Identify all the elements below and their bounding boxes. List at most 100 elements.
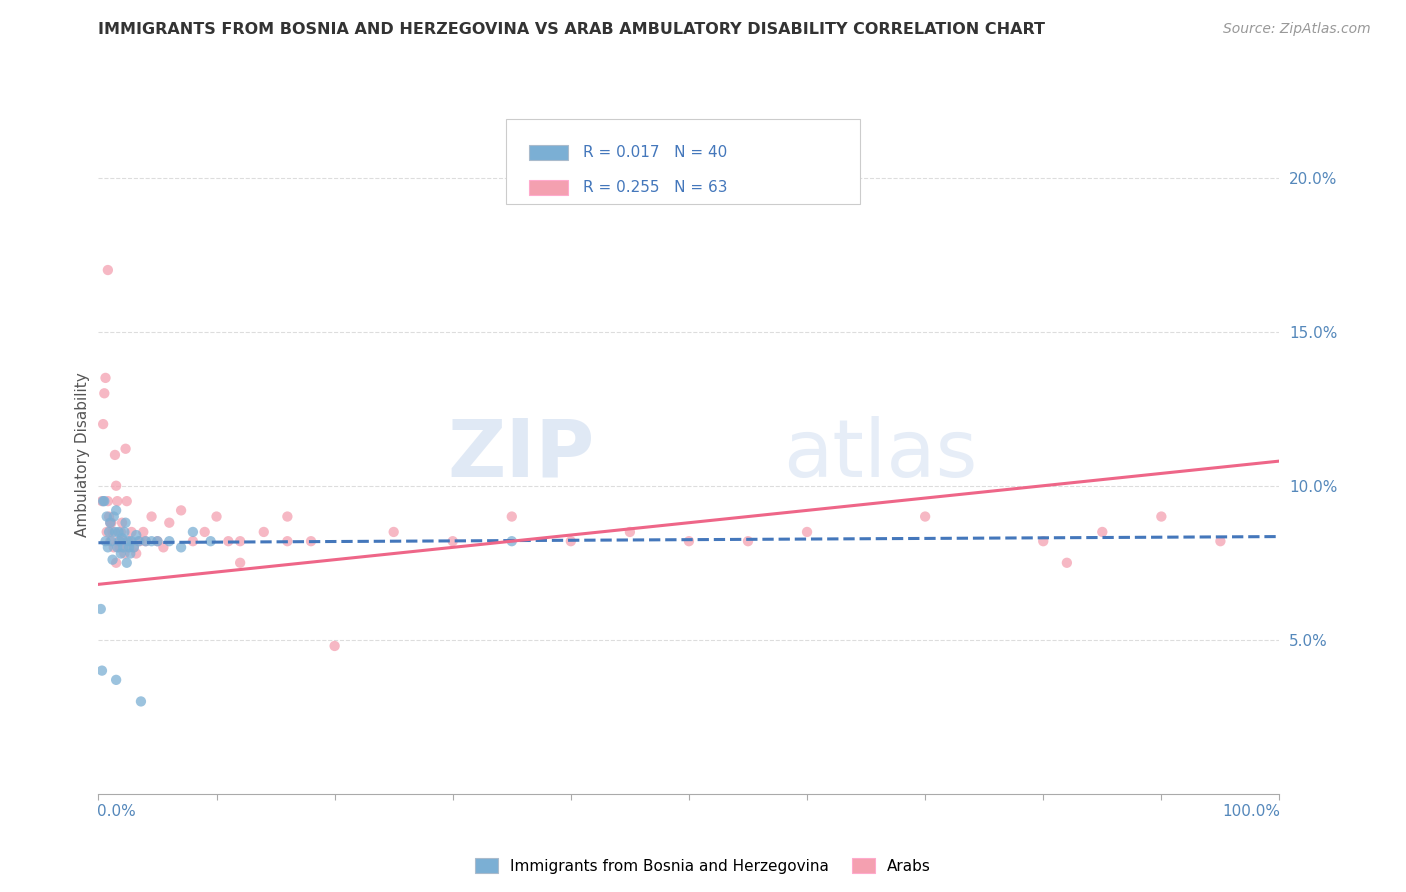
Point xyxy=(125,528,148,542)
Point xyxy=(108,541,131,555)
Point xyxy=(112,541,135,555)
Point xyxy=(276,534,298,549)
Text: R = 0.017   N = 40: R = 0.017 N = 40 xyxy=(582,145,727,160)
Point xyxy=(441,534,464,549)
Point xyxy=(93,494,115,508)
Point xyxy=(1150,509,1173,524)
Point xyxy=(132,524,155,539)
Point xyxy=(796,524,818,539)
Point xyxy=(98,509,121,524)
Point xyxy=(117,534,139,549)
Point xyxy=(200,534,222,549)
Text: ZIP: ZIP xyxy=(447,416,595,494)
Point xyxy=(105,541,128,555)
Point xyxy=(914,509,936,524)
Point xyxy=(114,516,136,530)
Point xyxy=(98,534,121,549)
Point xyxy=(129,694,152,708)
Point xyxy=(157,534,180,549)
Point xyxy=(98,516,121,530)
Point xyxy=(115,556,138,570)
Point xyxy=(104,448,127,462)
Point xyxy=(96,524,118,539)
Text: 100.0%: 100.0% xyxy=(1223,804,1281,819)
Point xyxy=(115,494,138,508)
Point xyxy=(122,541,145,555)
Point xyxy=(121,534,143,549)
Point xyxy=(1091,524,1114,539)
Point xyxy=(108,534,131,549)
Point xyxy=(737,534,759,549)
Point xyxy=(118,541,141,555)
Point xyxy=(110,524,132,539)
Point xyxy=(97,541,120,555)
Point xyxy=(110,547,132,561)
Point xyxy=(619,524,641,539)
Point xyxy=(217,534,239,549)
Point xyxy=(97,494,120,508)
Point xyxy=(125,547,148,561)
Point xyxy=(112,547,135,561)
Point xyxy=(170,541,193,555)
Point xyxy=(1209,534,1232,549)
Point xyxy=(181,534,204,549)
Y-axis label: Ambulatory Disability: Ambulatory Disability xyxy=(75,373,90,537)
Point xyxy=(323,639,346,653)
Point xyxy=(560,534,582,549)
Point xyxy=(121,524,143,539)
Point xyxy=(105,479,128,493)
Point xyxy=(114,442,136,456)
Point xyxy=(112,524,135,539)
Point xyxy=(146,534,169,549)
Point xyxy=(152,541,174,555)
Point xyxy=(122,541,145,555)
Point xyxy=(104,524,127,539)
Legend: Immigrants from Bosnia and Herzegovina, Arabs: Immigrants from Bosnia and Herzegovina, … xyxy=(470,852,936,880)
Text: R = 0.255   N = 63: R = 0.255 N = 63 xyxy=(582,180,727,195)
Point xyxy=(97,263,120,277)
Point xyxy=(157,516,180,530)
Point xyxy=(299,534,322,549)
Point xyxy=(276,509,298,524)
Point xyxy=(107,524,129,539)
Point xyxy=(98,524,121,539)
Point xyxy=(181,524,204,539)
Point xyxy=(107,534,129,549)
Point xyxy=(117,541,139,555)
Point xyxy=(101,524,124,539)
Point xyxy=(229,556,252,570)
Point xyxy=(1032,534,1054,549)
Point xyxy=(91,494,114,508)
Point xyxy=(135,534,157,549)
Point xyxy=(100,534,122,549)
Point xyxy=(94,371,117,385)
Point xyxy=(100,516,122,530)
Text: Source: ZipAtlas.com: Source: ZipAtlas.com xyxy=(1223,22,1371,37)
Point xyxy=(135,534,157,549)
Point xyxy=(96,509,118,524)
Point xyxy=(112,534,135,549)
Point xyxy=(141,509,163,524)
Point xyxy=(91,494,114,508)
Point xyxy=(253,524,276,539)
Point xyxy=(98,516,121,530)
Text: IMMIGRANTS FROM BOSNIA AND HERZEGOVINA VS ARAB AMBULATORY DISABILITY CORRELATION: IMMIGRANTS FROM BOSNIA AND HERZEGOVINA V… xyxy=(98,22,1046,37)
Point xyxy=(678,534,700,549)
Point xyxy=(105,673,128,687)
Point xyxy=(93,386,115,401)
Point xyxy=(103,509,125,524)
FancyBboxPatch shape xyxy=(506,120,860,204)
Point xyxy=(91,664,114,678)
Text: atlas: atlas xyxy=(783,416,977,494)
Point xyxy=(105,556,128,570)
Text: 0.0%: 0.0% xyxy=(97,804,136,819)
FancyBboxPatch shape xyxy=(530,145,568,160)
Point xyxy=(229,534,252,549)
Point xyxy=(128,534,150,549)
Point xyxy=(111,531,134,545)
Point xyxy=(105,503,128,517)
Point xyxy=(205,509,228,524)
Point xyxy=(170,503,193,517)
Point xyxy=(111,516,134,530)
Point xyxy=(105,494,128,508)
